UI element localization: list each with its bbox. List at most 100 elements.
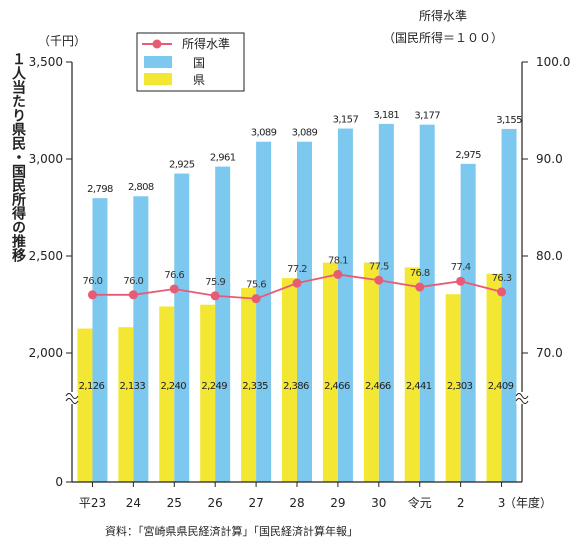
level-label-5: 77.2 xyxy=(287,264,307,275)
bar-prefecture-10 xyxy=(486,273,502,482)
bar-prefecture-8 xyxy=(404,267,420,482)
level-label-6: 78.1 xyxy=(328,255,348,266)
bars-layer xyxy=(77,123,517,483)
label-prefecture-2: 2,240 xyxy=(160,381,186,392)
level-label-10: 76.3 xyxy=(492,273,512,284)
level-point-1 xyxy=(128,290,138,300)
axis-break-mark-bottom-1 xyxy=(515,398,529,404)
bar-country-9 xyxy=(460,163,476,482)
label-prefecture-5: 2,386 xyxy=(283,381,309,392)
axes-layer: 平23 24 25 26 27 28 29 30 令元 2 302,0002,5003,0003,5… xyxy=(29,55,571,510)
level-point-7 xyxy=(374,275,384,285)
label-prefecture-6: 2,466 xyxy=(324,381,350,392)
level-label-3: 75.9 xyxy=(205,277,225,288)
right-tick-label-1: 80.0 xyxy=(536,249,563,263)
x-tick-label-0: 平23 xyxy=(79,496,106,510)
bar-country-1 xyxy=(133,196,149,483)
label-country-10: 3,155 xyxy=(496,115,522,126)
level-label-2: 76.6 xyxy=(164,270,184,281)
label-prefecture-1: 2,133 xyxy=(120,381,146,392)
label-country-7: 3,181 xyxy=(373,110,399,121)
label-prefecture-9: 2,303 xyxy=(447,381,473,392)
bar-country-2 xyxy=(174,173,190,483)
left-tick-label-1: 2,000 xyxy=(29,346,63,360)
level-point-8 xyxy=(415,282,425,292)
legend-label-country: 国 xyxy=(193,56,205,70)
label-country-8: 3,177 xyxy=(414,111,440,122)
x-tick-label-3: 26 xyxy=(208,496,223,510)
bar-country-8 xyxy=(419,124,435,483)
label-country-9: 2,975 xyxy=(455,150,481,161)
bar-country-10 xyxy=(501,128,517,482)
bar-country-4 xyxy=(256,141,272,482)
level-label-0: 76.0 xyxy=(83,276,103,287)
level-label-1: 76.0 xyxy=(123,276,143,287)
axis-break-gap-1 xyxy=(516,392,528,404)
right-tick-label-0: 70.0 xyxy=(536,346,563,360)
level-point-0 xyxy=(87,290,97,300)
legend-swatch-prefecture xyxy=(144,73,172,85)
label-prefecture-7: 2,466 xyxy=(365,381,391,392)
x-tick-label-2: 25 xyxy=(167,496,182,510)
x-axis-unit: （年度） xyxy=(504,495,552,510)
bar-prefecture-9 xyxy=(445,294,461,482)
level-label-7: 77.5 xyxy=(369,261,389,272)
bar-prefecture-3 xyxy=(200,304,216,482)
axis-break-mark-top-1 xyxy=(515,393,529,399)
bar-prefecture-2 xyxy=(159,306,175,482)
source-note: 資料：「宮崎県県民経済計算」「国民経済計算年報」 xyxy=(105,524,358,538)
x-tick-label-5: 28 xyxy=(289,496,304,510)
x-tick-label-9: 2 xyxy=(457,496,465,510)
bar-prefecture-1 xyxy=(118,327,134,482)
right-tick-label-2: 90.0 xyxy=(536,152,563,166)
labels-layer: 2,798 2,126 2,808 2,133 2,925 2,240 2,961 2,249… xyxy=(79,110,523,392)
x-tick-label-4: 27 xyxy=(248,496,263,510)
level-point-2 xyxy=(169,284,179,294)
label-country-3: 2,961 xyxy=(210,153,236,164)
left-axis-unit: （千円） xyxy=(38,34,86,48)
chart-title: １人当たり県民・国民所得の推移 xyxy=(10,52,27,263)
bar-country-3 xyxy=(215,166,231,483)
left-tick-label-2: 2,500 xyxy=(29,249,63,263)
right-axis-title: 所得水準 xyxy=(419,8,467,23)
label-prefecture-4: 2,335 xyxy=(242,381,268,392)
x-tick-label-7: 30 xyxy=(371,496,386,510)
label-prefecture-3: 2,249 xyxy=(201,381,227,392)
label-country-5: 3,089 xyxy=(292,128,318,139)
level-point-3 xyxy=(210,291,220,301)
label-country-0: 2,798 xyxy=(87,184,113,195)
bar-country-0 xyxy=(92,198,108,483)
label-prefecture-8: 2,441 xyxy=(406,381,432,392)
right-axis-subtitle: （国民所得＝１００） xyxy=(383,30,503,45)
legend: 所得水準 国 県 xyxy=(136,32,245,92)
left-tick-label-4: 3,500 xyxy=(29,55,63,69)
bar-prefecture-4 xyxy=(241,288,257,482)
label-prefecture-0: 2,126 xyxy=(79,381,105,392)
x-tick-label-1: 24 xyxy=(126,496,141,510)
legend-swatch-country xyxy=(144,56,172,68)
x-tick-label-8: 令元 xyxy=(408,495,432,510)
bar-country-7 xyxy=(378,123,394,483)
left-tick-label-3: 3,000 xyxy=(29,152,63,166)
axis-break-mark-top-0 xyxy=(65,393,79,399)
axis-break-gap-0 xyxy=(66,392,78,404)
label-country-6: 3,157 xyxy=(333,115,359,126)
bar-prefecture-6 xyxy=(322,262,338,482)
legend-label-prefecture: 県 xyxy=(193,73,205,87)
bar-prefecture-5 xyxy=(282,278,297,482)
legend-label-level: 所得水準 xyxy=(182,36,230,51)
axis-break-mark-bottom-0 xyxy=(65,398,79,404)
bar-country-5 xyxy=(297,141,312,482)
level-point-4 xyxy=(251,294,261,304)
level-point-10 xyxy=(497,287,507,297)
level-label-8: 76.8 xyxy=(410,268,430,279)
label-country-1: 2,808 xyxy=(128,182,154,193)
level-label-9: 77.4 xyxy=(451,262,471,273)
left-tick-label-0: 0 xyxy=(55,475,63,489)
level-label-4: 75.6 xyxy=(246,280,266,291)
level-point-5 xyxy=(292,278,302,288)
label-prefecture-10: 2,409 xyxy=(488,381,514,392)
right-tick-label-3: 100.0 xyxy=(536,55,570,69)
x-tick-label-10: 3 xyxy=(498,496,506,510)
